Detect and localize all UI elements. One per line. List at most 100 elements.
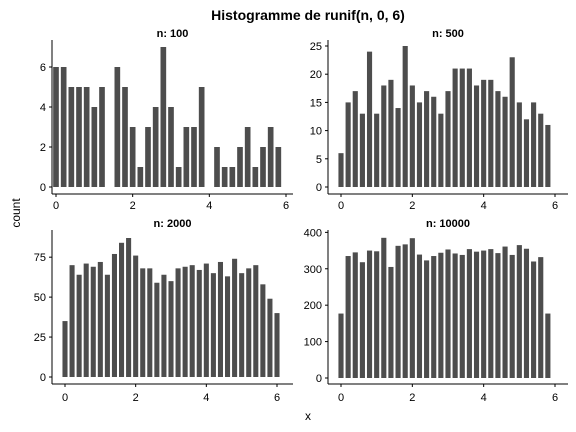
histogram-bar [267, 127, 274, 187]
histogram-bar [90, 266, 96, 377]
histogram-bar [395, 245, 401, 378]
histogram-bar [260, 147, 266, 187]
x-tick-label: 4 [203, 392, 209, 404]
histogram-bar [91, 107, 98, 187]
histogram-bar [232, 258, 238, 377]
histogram-bar [345, 102, 351, 187]
x-tick-label: 4 [206, 200, 212, 212]
y-tick-label: 300 [304, 264, 322, 276]
y-tick-label: 5 [316, 154, 322, 166]
histogram-bar [345, 256, 351, 378]
histogram-bar [424, 260, 430, 378]
x-tick-label: 0 [338, 392, 344, 404]
histogram-bar [145, 127, 151, 187]
histogram-bar [147, 268, 153, 377]
y-tick-label: 200 [304, 300, 322, 312]
histogram-bar [495, 253, 501, 378]
panel-2: n: 500 0 5 10 15 20 25 0 2 4 6 [310, 28, 568, 212]
histogram-bar [452, 253, 458, 378]
histogram-bar [214, 147, 220, 187]
x-tick-label: 0 [62, 392, 68, 404]
histogram-bar [502, 246, 508, 378]
histogram-bar [431, 256, 437, 378]
histogram-bar [83, 263, 89, 377]
histogram-bar [488, 249, 494, 378]
histogram-bar [381, 85, 387, 187]
y-tick-label: 0 [316, 182, 322, 194]
histogram-bar [516, 245, 522, 378]
histogram-bar [481, 250, 487, 378]
histogram-bar [253, 265, 259, 377]
histogram-bar [416, 254, 423, 378]
y-axis-label: count [9, 198, 23, 228]
y-tick-label: 400 [304, 227, 322, 239]
histogram-bar [366, 250, 373, 378]
x-tick-label: 2 [409, 392, 415, 404]
histogram-bar [545, 313, 551, 378]
y-tick-label: 20 [310, 69, 322, 81]
histogram-bar [402, 46, 408, 187]
histogram-bar [246, 268, 252, 377]
y-tick-label: 0 [316, 373, 322, 385]
x-tick-label: 6 [552, 200, 558, 212]
histogram-bar [225, 276, 231, 377]
histogram-bar [76, 87, 82, 187]
x-tick-label: 2 [409, 200, 415, 212]
histogram-bar [445, 91, 451, 187]
histogram-bar [466, 249, 472, 378]
histogram-bar [409, 238, 415, 378]
histogram-bar [104, 274, 110, 377]
histogram-bar [538, 113, 544, 187]
histogram-bar [182, 266, 188, 377]
histogram-bar [239, 273, 245, 377]
histogram-bar [210, 273, 216, 377]
panel-title: n: 500 [432, 28, 464, 40]
x-tick-label: 0 [338, 200, 344, 212]
histogram-bar [388, 266, 394, 378]
histogram-bar [531, 102, 537, 187]
histogram-bar [338, 153, 344, 187]
histogram-bar [129, 127, 136, 187]
histogram-bar [359, 262, 365, 378]
histogram-bar [114, 67, 121, 187]
histogram-bar [252, 167, 259, 187]
histogram-bar [60, 67, 67, 187]
x-tick-label: 6 [274, 392, 280, 404]
histogram-bar [452, 68, 458, 187]
histogram-bar [352, 91, 358, 187]
histogram-bar [459, 254, 465, 378]
histogram-bar [154, 282, 160, 377]
histogram-bar [68, 87, 75, 187]
histogram-bar [203, 263, 209, 377]
histogram-bar [53, 67, 59, 187]
panel-3: n: 2000 0 25 50 75 0 2 4 6 [34, 218, 293, 404]
histogram-bar [388, 79, 394, 187]
histogram-bar [495, 91, 501, 187]
histogram-bar [352, 252, 358, 378]
y-tick-label: 4 [40, 102, 46, 114]
histogram-bar [431, 96, 437, 187]
histogram-bar [133, 255, 139, 377]
histogram-bar [221, 167, 228, 187]
histogram-bar [516, 102, 522, 187]
histogram-bar [509, 57, 515, 187]
x-axis-label: x [305, 409, 311, 423]
y-tick-label: 25 [34, 332, 46, 344]
panel-title: n: 100 [157, 28, 189, 40]
histogram-bar [374, 113, 380, 187]
panel-title: n: 2000 [154, 218, 192, 230]
histogram-bar [83, 87, 90, 187]
histogram-bar [424, 91, 430, 187]
histogram-bar [481, 79, 487, 187]
histogram-bar [137, 167, 144, 187]
histogram-bar [466, 68, 472, 187]
histogram-bar [409, 85, 415, 187]
histogram-bar [69, 265, 75, 377]
histogram-bar [175, 167, 182, 187]
y-tick-label: 0 [40, 372, 46, 384]
x-tick-label: 4 [481, 392, 487, 404]
histogram-bar [488, 79, 494, 187]
histogram-bar [473, 85, 480, 187]
y-tick-label: 0 [40, 182, 46, 194]
